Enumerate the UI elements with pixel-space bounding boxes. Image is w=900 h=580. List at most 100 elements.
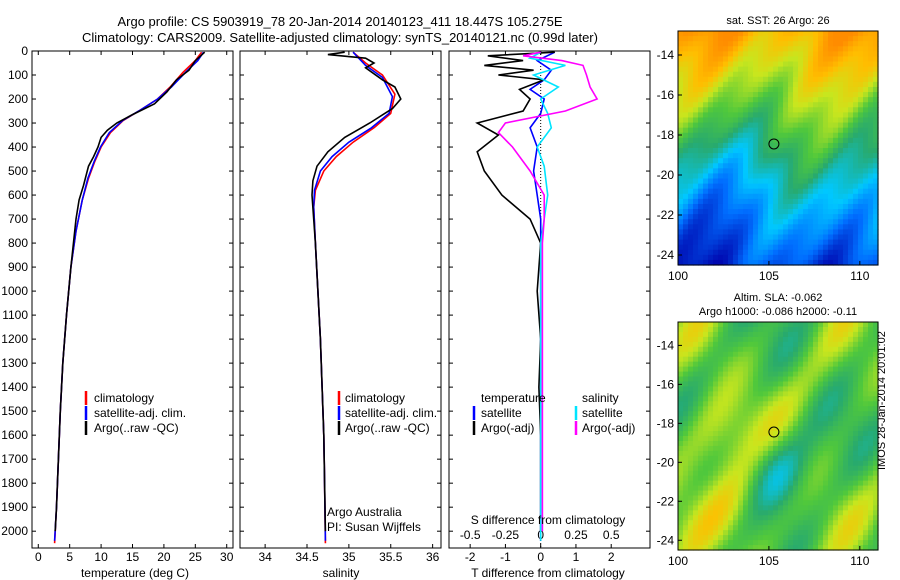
map-cell xyxy=(758,239,764,246)
map-cell xyxy=(703,465,709,472)
map-cell xyxy=(683,346,689,353)
map-cell xyxy=(793,97,799,103)
map-cell xyxy=(808,401,814,407)
map-cell xyxy=(738,183,744,190)
map-cell xyxy=(793,249,799,256)
map-cell xyxy=(818,92,824,98)
map-cell xyxy=(768,391,774,397)
map-cell xyxy=(688,183,694,190)
map-cell xyxy=(743,391,749,397)
map-cell xyxy=(753,173,759,180)
map-cell xyxy=(873,376,879,383)
map-cell xyxy=(703,107,709,113)
map-cell xyxy=(728,86,734,93)
map-cell xyxy=(848,102,854,108)
map-cell xyxy=(713,336,719,343)
map-cell xyxy=(858,76,864,83)
map-cell xyxy=(858,209,864,215)
map-cell xyxy=(803,510,809,516)
map-cell xyxy=(708,219,714,225)
map-cell xyxy=(728,183,734,190)
map-cell xyxy=(803,229,809,236)
map-cell xyxy=(688,361,694,368)
map-cell xyxy=(868,97,874,103)
map-cell xyxy=(788,336,794,343)
map-cell xyxy=(743,41,749,47)
map-cell xyxy=(833,224,839,230)
map-cell xyxy=(713,515,719,521)
map-cell xyxy=(728,346,734,353)
map-cell xyxy=(783,76,789,83)
map-cell xyxy=(818,41,824,47)
map-cell xyxy=(778,102,784,108)
map-cell xyxy=(768,41,774,47)
map-cell xyxy=(848,440,854,447)
map-cell xyxy=(853,117,859,124)
map-cell xyxy=(873,198,879,205)
map-cell xyxy=(848,117,854,124)
map-cell xyxy=(853,142,859,149)
map-cell xyxy=(798,168,804,175)
map-cell xyxy=(728,81,734,88)
map-cell xyxy=(793,381,799,388)
map-cell xyxy=(778,214,784,220)
map-cell xyxy=(778,331,784,338)
map-cell xyxy=(798,515,804,521)
map-cell xyxy=(688,46,694,52)
map-cell xyxy=(803,188,809,195)
map-cell xyxy=(833,122,839,129)
map-cell xyxy=(848,346,854,353)
map-cell xyxy=(753,386,759,392)
map-cell xyxy=(853,436,859,442)
map-cell xyxy=(693,51,699,58)
map-cell xyxy=(688,381,694,388)
map-cell xyxy=(733,450,739,457)
map-cell xyxy=(863,153,869,159)
map-cell xyxy=(703,142,709,149)
map-cell xyxy=(783,203,789,210)
map-cell xyxy=(823,137,829,144)
map-cell xyxy=(678,361,684,368)
map-cell xyxy=(798,102,804,108)
map-cell xyxy=(728,356,734,363)
map-cell xyxy=(763,112,769,119)
s-tick-label: -0.5 xyxy=(460,528,481,542)
map-cell xyxy=(793,406,799,412)
map-cell xyxy=(753,188,759,195)
map-cell xyxy=(698,495,704,502)
map-cell xyxy=(693,224,699,230)
map-cell xyxy=(688,440,694,447)
map-cell xyxy=(863,86,869,93)
map-cell xyxy=(873,326,879,333)
map-cell xyxy=(788,480,794,487)
map-cell xyxy=(823,356,829,363)
map-cell xyxy=(748,500,754,506)
map-cell xyxy=(778,505,784,511)
map-cell xyxy=(728,431,734,437)
map-cell xyxy=(828,465,834,472)
map-cell xyxy=(748,198,754,205)
map-cell xyxy=(683,249,689,256)
map-cell xyxy=(813,391,819,397)
map-cell xyxy=(698,61,704,68)
map-cell xyxy=(773,168,779,175)
map-cell xyxy=(828,386,834,392)
map-cell xyxy=(828,168,834,175)
map-cell xyxy=(743,465,749,472)
map-cell xyxy=(753,490,759,497)
map-cell xyxy=(853,224,859,230)
map-cell xyxy=(813,107,819,113)
map-cell xyxy=(863,239,869,246)
map-cell xyxy=(708,356,714,363)
map-cell xyxy=(698,209,704,215)
map-cell xyxy=(758,495,764,502)
map-cell xyxy=(873,545,879,551)
map-cell xyxy=(688,346,694,353)
map-cell xyxy=(803,406,809,412)
map-cell xyxy=(858,530,864,536)
map-cell xyxy=(833,386,839,392)
map-cell xyxy=(683,450,689,457)
map-cell xyxy=(798,188,804,195)
map-cell xyxy=(813,490,819,497)
map-cell xyxy=(713,322,719,328)
